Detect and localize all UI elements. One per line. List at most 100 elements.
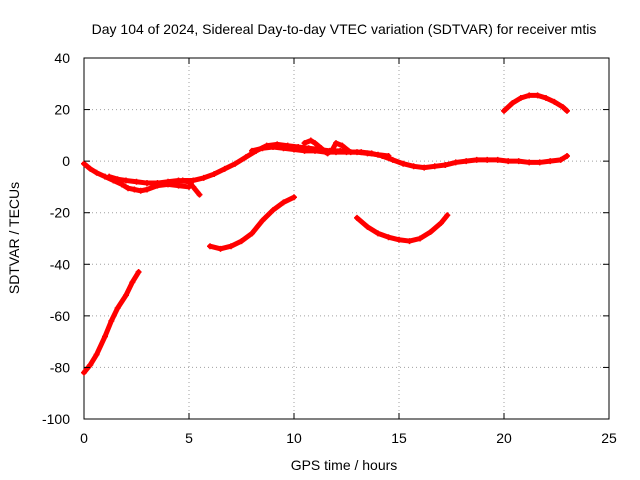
data-point xyxy=(452,159,459,166)
data-point xyxy=(559,103,566,110)
grid xyxy=(84,58,609,419)
series-arc-7 xyxy=(207,194,297,252)
y-tick-label: -80 xyxy=(50,359,70,375)
data-point xyxy=(291,194,297,201)
data-point xyxy=(444,212,451,219)
data-point xyxy=(328,147,335,154)
data-point xyxy=(494,156,501,163)
data-point xyxy=(154,180,161,187)
data-point xyxy=(123,292,129,299)
data-point xyxy=(364,223,371,230)
data-point xyxy=(534,92,541,99)
data-point xyxy=(217,245,224,252)
y-tick-label: -100 xyxy=(42,411,70,427)
y-axis: -100 -80 -60 -40 -20 0 20 40 xyxy=(42,50,609,427)
data-point xyxy=(280,145,287,152)
y-tick-label: 20 xyxy=(54,102,70,118)
y-tick-label: 40 xyxy=(54,50,70,66)
data-point xyxy=(259,145,266,152)
data-point xyxy=(131,186,138,193)
data-point xyxy=(301,147,308,154)
series-arc-9 xyxy=(501,92,570,114)
series-track xyxy=(354,212,450,244)
x-tick-label: 5 xyxy=(185,430,193,446)
y-axis-label: SDTVAR / TECUs xyxy=(6,182,22,294)
data-point xyxy=(427,229,434,236)
data-point xyxy=(396,236,402,243)
data-point xyxy=(242,154,249,161)
data-point xyxy=(312,140,318,147)
data-point xyxy=(375,151,381,158)
series-arc-8 xyxy=(354,212,451,245)
data-point xyxy=(509,100,516,107)
data-point xyxy=(211,171,218,178)
data-point xyxy=(312,147,318,154)
data-point xyxy=(385,152,392,159)
y-tick-label: 0 xyxy=(62,153,70,169)
data-point xyxy=(114,305,121,312)
data-point xyxy=(171,178,178,185)
data-point xyxy=(207,243,213,250)
data-point xyxy=(133,178,140,185)
data-point xyxy=(339,142,346,149)
data-point xyxy=(81,160,87,167)
data-point xyxy=(200,174,207,181)
data-point xyxy=(144,180,150,187)
data-point xyxy=(564,107,570,114)
data-point xyxy=(442,162,449,169)
data-point xyxy=(108,318,115,325)
y-tick-label: -20 xyxy=(50,205,70,221)
data-point xyxy=(333,149,339,156)
data-point xyxy=(270,207,276,214)
x-tick-label: 20 xyxy=(496,430,512,446)
x-tick-label: 0 xyxy=(80,430,88,446)
data-point xyxy=(526,92,533,99)
data-point xyxy=(536,159,543,166)
data-points xyxy=(81,92,570,376)
series-arc-6 xyxy=(301,137,352,157)
data-point xyxy=(307,137,314,144)
data-point xyxy=(228,243,234,250)
data-point xyxy=(515,158,522,165)
data-point xyxy=(144,186,150,193)
data-point xyxy=(505,158,512,165)
data-point xyxy=(87,165,94,172)
data-point xyxy=(87,361,94,368)
data-point xyxy=(501,107,507,114)
data-point xyxy=(463,158,470,165)
series-arc-4 xyxy=(171,141,570,185)
data-point xyxy=(221,165,228,172)
data-point xyxy=(318,145,325,152)
data-point xyxy=(354,214,360,221)
data-point xyxy=(547,158,554,165)
x-axis: 0 5 10 15 20 25 xyxy=(80,58,617,446)
x-tick-label: 10 xyxy=(286,430,302,446)
data-point xyxy=(291,146,297,153)
data-point xyxy=(137,187,144,194)
data-point xyxy=(93,169,100,176)
data-point xyxy=(190,177,197,184)
data-point xyxy=(196,191,203,198)
plot-area xyxy=(83,57,610,420)
x-tick-label: 15 xyxy=(391,430,407,446)
data-point xyxy=(81,369,87,376)
data-point xyxy=(249,147,255,154)
data-point xyxy=(364,150,371,157)
data-point xyxy=(102,333,108,340)
data-point xyxy=(179,177,186,184)
data-point xyxy=(564,152,570,159)
y-tick-label: -40 xyxy=(50,256,70,272)
data-point xyxy=(190,183,197,190)
data-point xyxy=(375,230,381,237)
series-arc-1 xyxy=(81,269,142,376)
data-point xyxy=(526,159,533,166)
data-point xyxy=(123,177,129,184)
data-point xyxy=(551,98,558,105)
data-point xyxy=(389,156,396,163)
data-point xyxy=(406,238,413,245)
data-point xyxy=(93,351,100,358)
data-point xyxy=(417,235,423,242)
data-point xyxy=(410,163,417,170)
data-point xyxy=(249,230,255,237)
